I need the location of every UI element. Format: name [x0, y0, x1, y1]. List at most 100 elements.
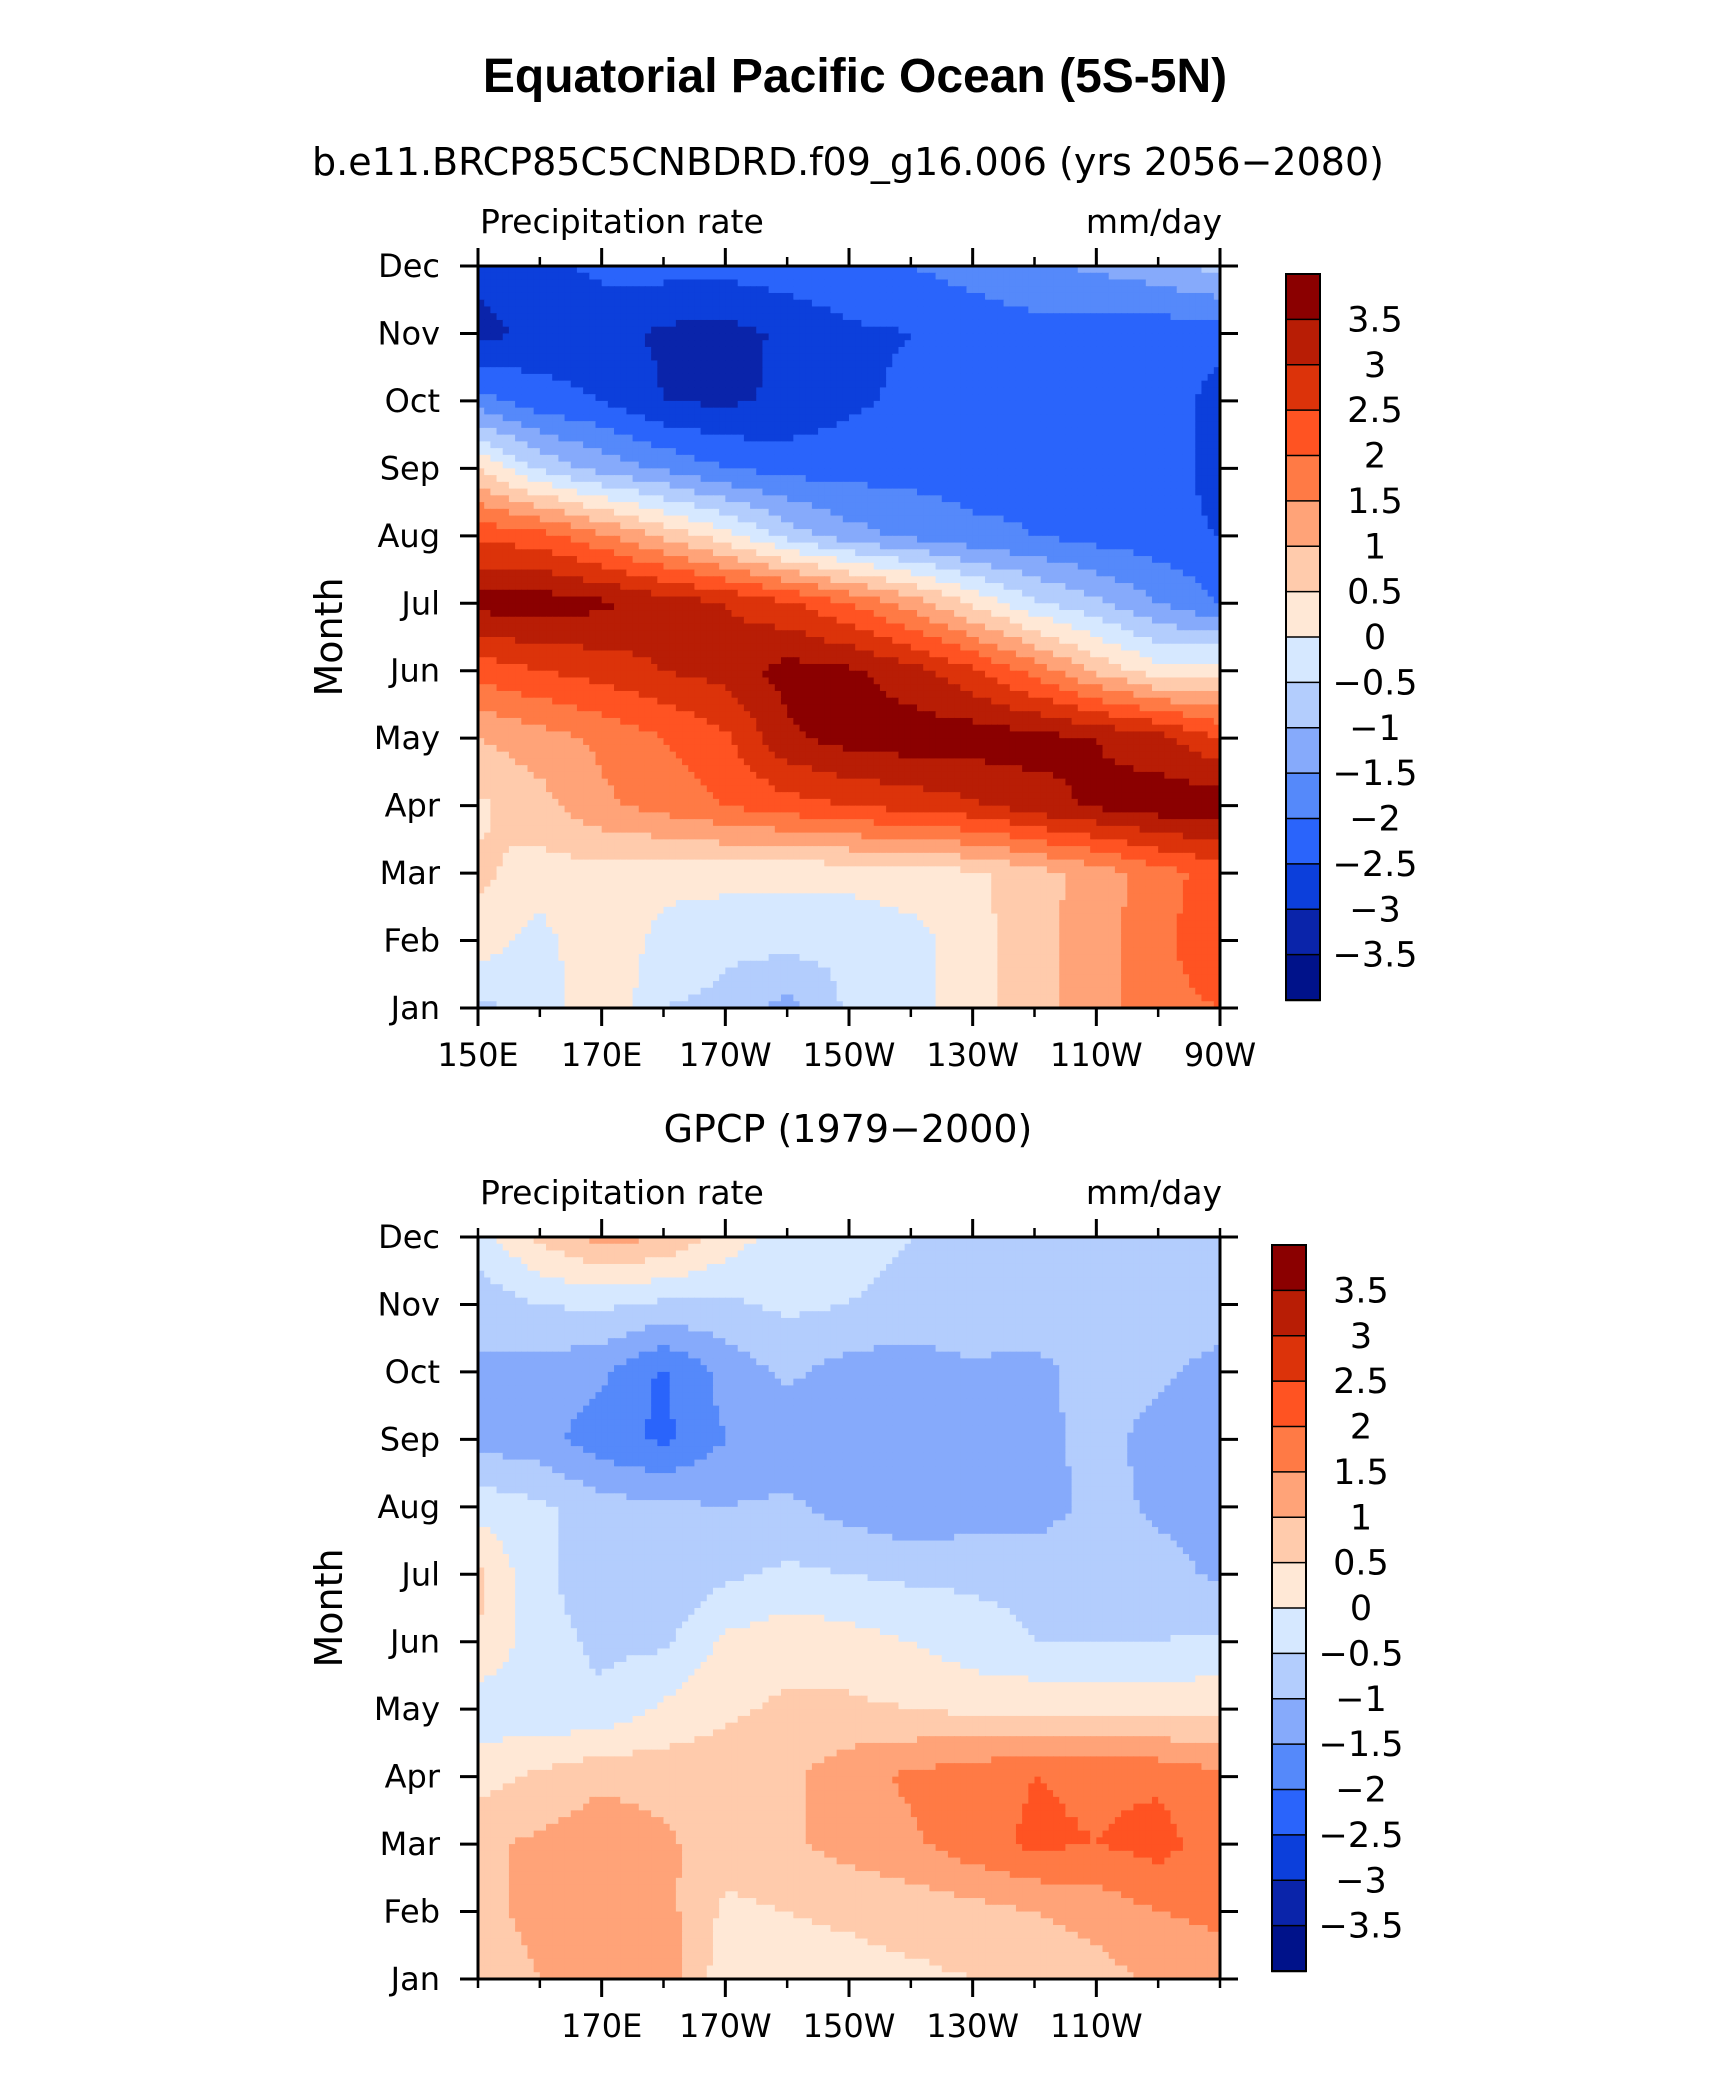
- heatmap-cell: [886, 495, 893, 502]
- heatmap-cell: [1103, 536, 1110, 543]
- heatmap-cell: [1028, 354, 1035, 361]
- heatmap-cell: [942, 462, 949, 469]
- heatmap-cell: [923, 536, 930, 543]
- heatmap-cell: [484, 387, 491, 394]
- heatmap-cell: [571, 502, 578, 509]
- heatmap-cell: [1022, 509, 1029, 516]
- heatmap-cell: [1177, 495, 1184, 502]
- heatmap-cell: [1041, 516, 1048, 523]
- heatmap-cell: [1072, 401, 1079, 408]
- heatmap-cell: [602, 360, 609, 367]
- heatmap-cell: [793, 529, 800, 536]
- heatmap-cell: [830, 482, 837, 489]
- heatmap-cell: [484, 279, 491, 286]
- heatmap-cell: [979, 441, 986, 448]
- heatmap-cell: [639, 455, 646, 462]
- heatmap-cell: [979, 313, 986, 320]
- heatmap-cell: [1004, 502, 1011, 509]
- heatmap-cell: [651, 374, 658, 381]
- heatmap-cell: [762, 414, 769, 421]
- heatmap-cell: [1072, 475, 1079, 482]
- heatmap-cell: [1164, 536, 1171, 543]
- heatmap-cell: [942, 347, 949, 354]
- heatmap-cell: [1084, 428, 1091, 435]
- heatmap-cell: [694, 394, 701, 401]
- heatmap-cell: [1183, 421, 1190, 428]
- heatmap-cell: [800, 543, 807, 550]
- heatmap-cell: [750, 522, 757, 529]
- heatmap-cell: [1208, 293, 1215, 300]
- heatmap-cell: [1177, 401, 1184, 408]
- heatmap-cell: [892, 279, 899, 286]
- heatmap-cell: [923, 482, 930, 489]
- heatmap-cell: [1195, 414, 1202, 421]
- heatmap-cell: [577, 286, 584, 293]
- heatmap-cell: [800, 529, 807, 536]
- heatmap-cell: [948, 455, 955, 462]
- heatmap-cell: [521, 354, 528, 361]
- heatmap-cell: [793, 522, 800, 529]
- heatmap-cell: [1072, 354, 1079, 361]
- heatmap-cell: [787, 462, 794, 469]
- heatmap-cell: [880, 502, 887, 509]
- heatmap-cell: [824, 367, 831, 374]
- heatmap-cell: [898, 401, 905, 408]
- heatmap-cell: [1158, 327, 1165, 334]
- heatmap-cell: [1016, 489, 1023, 496]
- heatmap-cell: [997, 273, 1004, 280]
- heatmap-cell: [595, 327, 602, 334]
- heatmap-cell: [732, 462, 739, 469]
- heatmap-cell: [830, 394, 837, 401]
- heatmap-cell: [880, 482, 887, 489]
- heatmap-cell: [701, 421, 708, 428]
- heatmap-cell: [583, 374, 590, 381]
- heatmap-cell: [929, 435, 936, 442]
- heatmap-cell: [1127, 408, 1134, 415]
- heatmap-cell: [793, 428, 800, 435]
- heatmap-cell: [806, 489, 813, 496]
- heatmap-cell: [1115, 286, 1122, 293]
- heatmap-cell: [701, 536, 708, 543]
- heatmap-cell: [558, 279, 565, 286]
- heatmap-cell: [1115, 387, 1122, 394]
- heatmap-cell: [960, 340, 967, 347]
- heatmap-cell: [738, 320, 745, 327]
- heatmap-cell: [973, 435, 980, 442]
- heatmap-cell: [602, 536, 609, 543]
- heatmap-cell: [973, 468, 980, 475]
- heatmap-cell: [1133, 273, 1140, 280]
- heatmap-cell: [1035, 529, 1042, 536]
- heatmap-cell: [936, 502, 943, 509]
- heatmap-cell: [1158, 387, 1165, 394]
- heatmap-cell: [1164, 408, 1171, 415]
- heatmap-cell: [626, 536, 633, 543]
- heatmap-cell: [800, 509, 807, 516]
- heatmap-cell: [1183, 286, 1190, 293]
- heatmap-cell: [886, 293, 893, 300]
- heatmap-cell: [948, 475, 955, 482]
- heatmap-cell: [670, 435, 677, 442]
- heatmap-cell: [1189, 428, 1196, 435]
- heatmap-cell: [534, 347, 541, 354]
- heatmap-cell: [868, 475, 875, 482]
- heatmap-cell: [694, 502, 701, 509]
- heatmap-cell: [565, 543, 572, 550]
- heatmap-cell: [861, 279, 868, 286]
- heatmap-cell: [602, 448, 609, 455]
- heatmap-cell: [732, 360, 739, 367]
- heatmap-cell: [1183, 293, 1190, 300]
- heatmap-cell: [756, 360, 763, 367]
- heatmap-cell: [608, 462, 615, 469]
- heatmap-cell: [732, 543, 739, 550]
- heatmap-cell: [1028, 455, 1035, 462]
- heatmap-cell: [787, 408, 794, 415]
- heatmap-cell: [1028, 327, 1035, 334]
- heatmap-cell: [1053, 306, 1060, 313]
- heatmap-cell: [954, 509, 961, 516]
- heatmap-cell: [997, 401, 1004, 408]
- heatmap-cell: [713, 387, 720, 394]
- heatmap-cell: [1127, 475, 1134, 482]
- heatmap-cell: [855, 313, 862, 320]
- heatmap-cell: [707, 347, 714, 354]
- heatmap-cell: [571, 354, 578, 361]
